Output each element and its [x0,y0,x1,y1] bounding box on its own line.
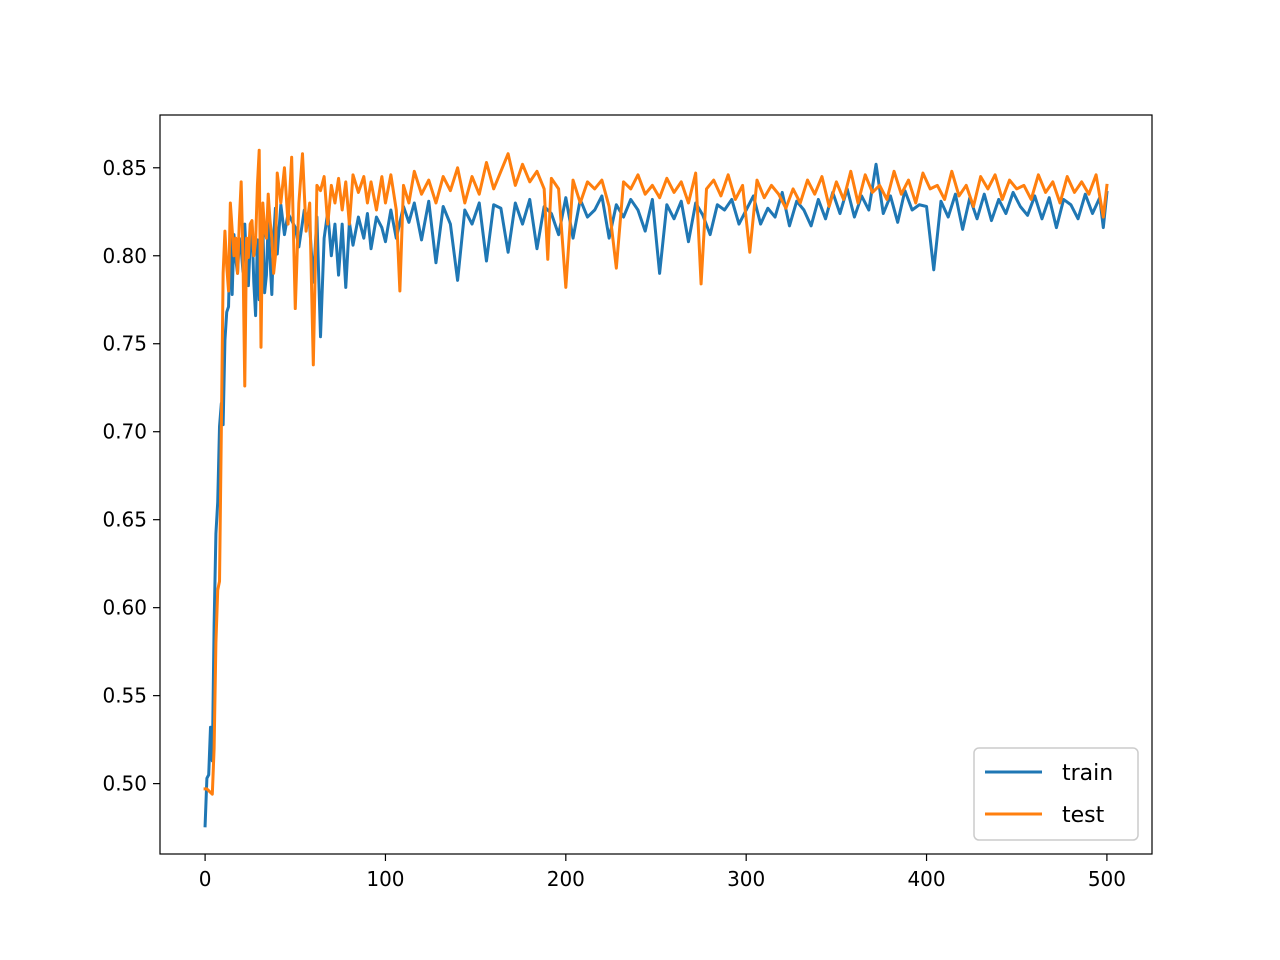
y-tick-label: 0.50 [102,772,147,796]
series-line-test [203,148,1109,796]
x-tick-label: 0 [199,867,212,891]
x-axis: 0 100 200 300 400 500 [199,854,1126,891]
y-tick-label: 0.85 [102,156,147,180]
series-layer [203,148,1109,828]
x-tick-label: 200 [547,867,585,891]
plot-area-frame [159,114,1153,855]
series-line-train [203,162,1109,828]
legend-label-test: test [1062,803,1105,828]
legend-label-train: train [1062,761,1113,786]
y-tick-label: 0.60 [102,596,147,620]
y-tick-label: 0.65 [102,508,147,532]
x-tick-label: 400 [907,867,945,891]
y-tick-label: 0.70 [102,420,147,444]
y-tick-label: 0.55 [102,684,147,708]
y-tick-label: 0.75 [102,332,147,356]
legend: train test [973,747,1139,841]
x-tick-label: 500 [1088,867,1126,891]
x-tick-label: 100 [366,867,404,891]
y-axis: 0.50 0.55 0.60 0.65 0.70 0.75 0.80 0.85 [102,156,160,796]
y-tick-label: 0.80 [102,244,147,268]
x-tick-label: 300 [727,867,765,891]
legend-box [973,747,1139,841]
